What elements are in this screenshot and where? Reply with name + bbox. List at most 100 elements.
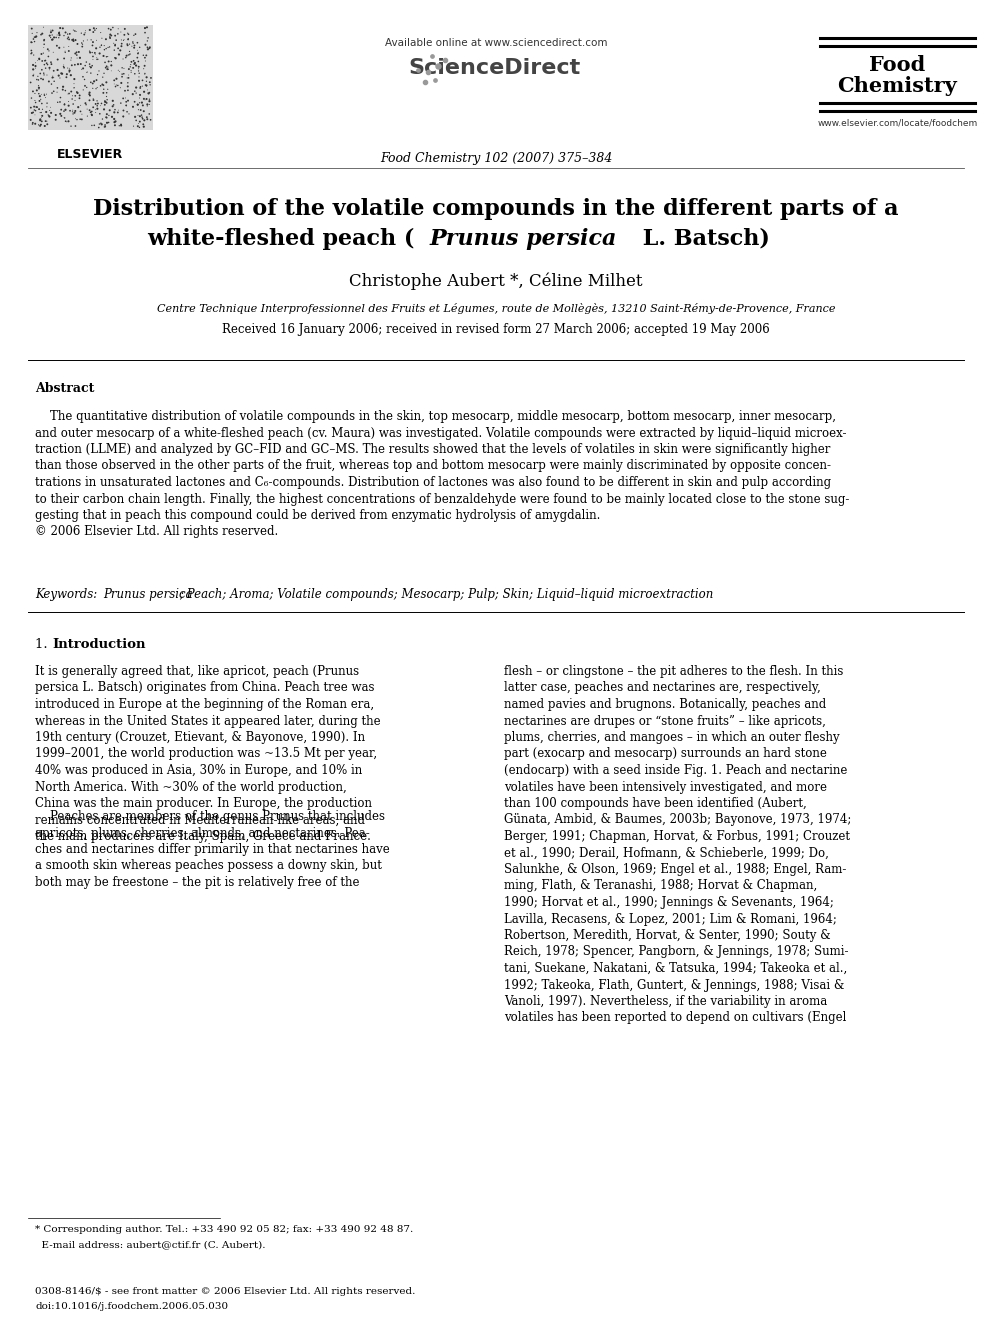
Point (67, 42, 83, 64)
Point (122, 33, 138, 54)
Point (46, 26, 62, 48)
Point (113, 21, 129, 42)
Point (140, 108, 156, 130)
Point (82, 20, 98, 41)
Point (69, 108, 85, 130)
Point (82, 102, 98, 123)
Point (54, 99, 69, 120)
Point (118, 87, 134, 108)
Point (42, 106, 58, 127)
Point (49, 36, 64, 57)
Point (77, 56, 93, 77)
Point (115, 87, 131, 108)
Point (93, 112, 109, 134)
Point (128, 82, 144, 103)
Point (84, 105, 100, 126)
Point (58, 99, 73, 120)
Point (98, 71, 114, 93)
Point (94, 28, 110, 49)
Point (33, 110, 49, 131)
Point (125, 33, 141, 54)
Point (39, 65, 55, 86)
Point (100, 19, 116, 40)
Point (64, 89, 80, 110)
Point (136, 89, 152, 110)
Point (115, 106, 131, 127)
Point (46, 67, 62, 89)
Point (91, 42, 107, 64)
Point (130, 115, 146, 136)
Point (83, 103, 99, 124)
Point (94, 108, 110, 130)
Point (142, 89, 158, 110)
Point (136, 81, 152, 102)
Point (29, 26, 45, 48)
Point (54, 62, 69, 83)
Point (118, 95, 134, 116)
Text: Peaches are members of the genus Prunus that includes
apricots, plums, cherries,: Peaches are members of the genus Prunus … (35, 810, 390, 889)
Point (116, 64, 132, 85)
Point (84, 34, 100, 56)
Point (31, 83, 47, 105)
Point (132, 87, 148, 108)
Point (132, 85, 148, 106)
Point (57, 94, 72, 115)
Point (52, 25, 67, 46)
Point (37, 115, 53, 136)
Point (56, 56, 71, 77)
Point (36, 30, 52, 52)
Point (96, 99, 112, 120)
Point (115, 106, 131, 127)
Point (120, 34, 136, 56)
Point (23, 110, 39, 131)
Point (34, 107, 50, 128)
Point (128, 77, 144, 98)
Point (92, 95, 108, 116)
Point (72, 48, 88, 69)
Point (127, 91, 143, 112)
Point (142, 71, 158, 93)
Point (44, 53, 60, 74)
Point (77, 75, 93, 97)
Point (137, 64, 153, 85)
Point (39, 102, 55, 123)
Point (93, 22, 109, 44)
Point (138, 74, 154, 95)
Point (97, 91, 113, 112)
Point (99, 107, 115, 128)
Point (140, 28, 156, 49)
Point (39, 93, 55, 114)
Point (122, 41, 138, 62)
Point (52, 91, 67, 112)
Point (25, 114, 41, 135)
Point (41, 106, 57, 127)
Point (140, 38, 156, 60)
Point (110, 60, 126, 81)
Point (37, 85, 53, 106)
Text: Food: Food (869, 56, 926, 75)
Point (126, 25, 142, 46)
Point (84, 73, 100, 94)
Point (28, 56, 44, 77)
Point (118, 95, 134, 116)
Point (99, 89, 115, 110)
Point (64, 29, 80, 50)
Point (82, 42, 98, 64)
Point (36, 62, 52, 83)
Point (97, 90, 113, 111)
Point (120, 79, 136, 101)
Point (46, 81, 62, 102)
Point (72, 101, 88, 122)
Point (120, 73, 136, 94)
Point (139, 70, 155, 91)
Point (56, 37, 71, 58)
Point (123, 52, 139, 73)
Point (135, 70, 151, 91)
Point (90, 93, 106, 114)
Point (136, 116, 152, 138)
Point (87, 44, 103, 65)
Point (108, 48, 124, 69)
Point (53, 103, 68, 124)
Point (25, 58, 41, 79)
Point (89, 77, 105, 98)
